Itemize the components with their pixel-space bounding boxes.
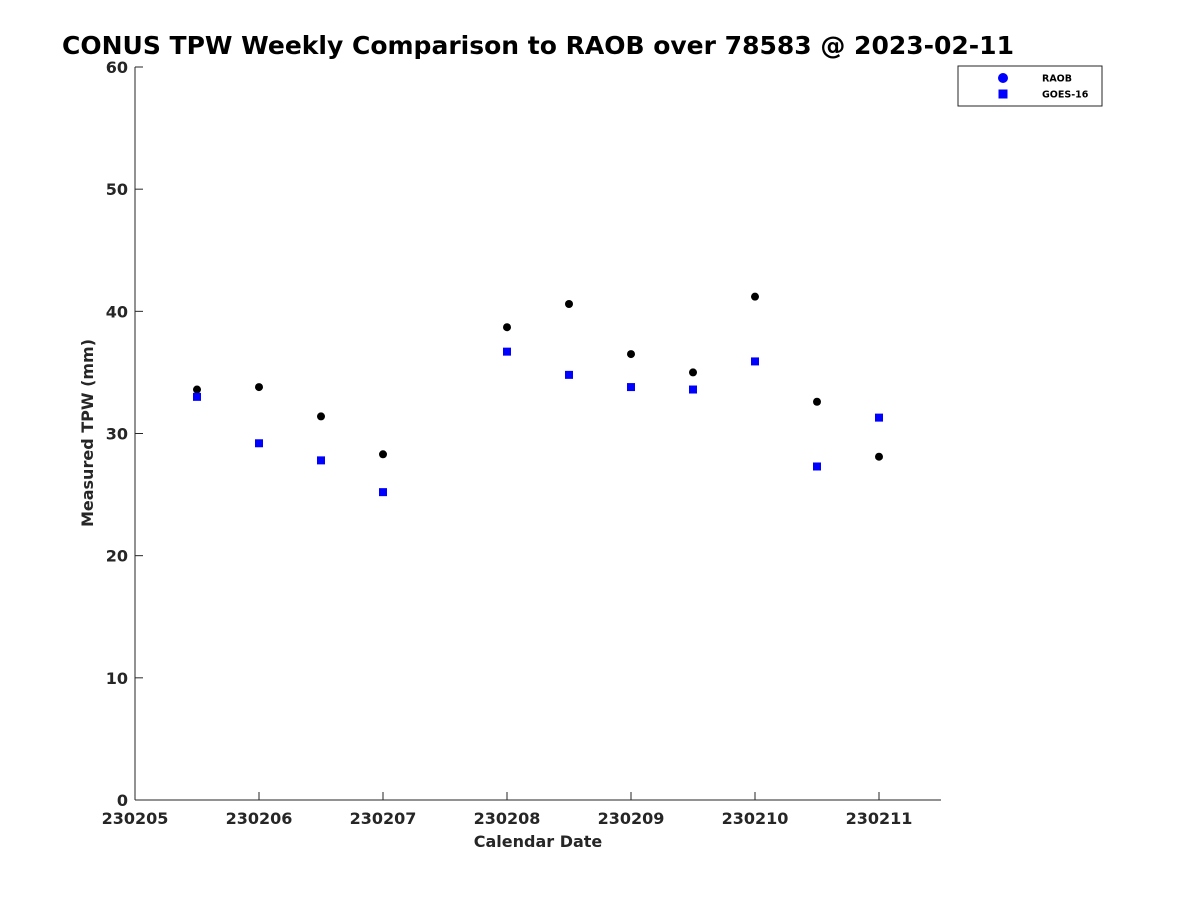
x-axis-label: Calendar Date xyxy=(474,832,603,851)
goes16-point xyxy=(627,383,635,392)
raob-point xyxy=(751,292,759,301)
goes16-point xyxy=(565,370,573,379)
x-tick-label: 230207 xyxy=(350,809,417,828)
goes16-point xyxy=(751,357,759,366)
raob-point xyxy=(875,452,883,461)
legend-raob-marker xyxy=(998,73,1008,83)
y-tick-label: 0 xyxy=(117,791,128,810)
raob-point xyxy=(317,412,325,421)
y-axis-label: Measured TPW (mm) xyxy=(78,339,97,527)
y-tick-label: 30 xyxy=(106,425,128,444)
x-axis-ticks: 230205 230206 230207 230208 230209 230210 2302… xyxy=(102,792,913,828)
y-tick-label: 60 xyxy=(106,58,128,77)
raob-point xyxy=(565,300,573,309)
goes16-point xyxy=(317,456,325,465)
raob-point xyxy=(813,397,821,406)
goes16-point xyxy=(503,347,511,356)
raob-point xyxy=(503,323,511,332)
goes16-point xyxy=(875,413,883,422)
goes16-point xyxy=(193,392,201,401)
data-markers xyxy=(193,292,883,497)
x-tick-label: 230208 xyxy=(474,809,541,828)
legend-box xyxy=(957,65,1103,107)
y-tick-label: 20 xyxy=(106,547,128,566)
raob-point xyxy=(379,450,387,459)
raob-point xyxy=(689,368,697,377)
x-tick-label: 230205 xyxy=(102,809,169,828)
x-tick-label: 230211 xyxy=(846,809,913,828)
raob-point xyxy=(627,350,635,359)
legend-label: RAOB xyxy=(1042,74,1072,85)
raob-point xyxy=(193,385,201,394)
raob-point xyxy=(255,383,263,392)
legend-goes16-marker xyxy=(998,89,1008,99)
chart-title: CONUS TPW Weekly Comparison to RAOB over… xyxy=(62,31,1014,60)
x-tick-label: 230210 xyxy=(722,809,789,828)
legend-label: GOES-16 xyxy=(1042,90,1089,101)
x-tick-label: 230206 xyxy=(226,809,293,828)
legend: RAOB GOES-16 xyxy=(957,65,1103,107)
x-tick-label: 230209 xyxy=(598,809,665,828)
y-axis-ticks: 0 10 20 30 40 50 60 xyxy=(106,58,143,810)
y-tick-label: 10 xyxy=(106,669,128,688)
goes16-point xyxy=(813,462,821,471)
goes16-point xyxy=(379,488,387,497)
y-tick-label: 50 xyxy=(106,180,128,199)
y-tick-label: 40 xyxy=(106,302,128,321)
goes16-point xyxy=(689,385,697,394)
goes16-point xyxy=(255,439,263,448)
